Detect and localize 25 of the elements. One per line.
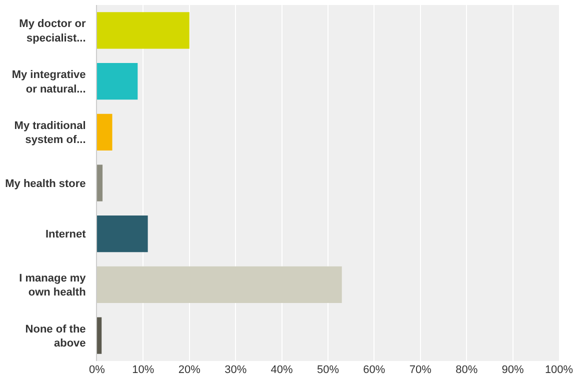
bar [97,114,112,150]
bar [97,62,138,100]
y-tick-label: My health store [5,178,86,190]
x-tick-label: 90% [502,364,524,376]
x-tick-label: 100% [544,364,574,376]
y-tick-label: Internet [45,228,86,241]
y-tick-label: My integrative or natural... [12,68,86,96]
bar [97,266,342,304]
x-tick-label: 50% [316,364,340,376]
bar [97,216,148,252]
x-tick-label: 20% [178,364,201,376]
y-tick-label: I manage my own health [19,272,87,299]
bar [97,164,103,202]
x-tick-label: 40% [270,364,294,376]
y-tick-label: None of the above [25,323,86,350]
bar [97,12,190,49]
x-tick-label: 0% [89,364,106,376]
x-tick-label: 70% [409,364,432,376]
y-tick-label: My traditional system of... [14,120,86,146]
bar [97,317,102,354]
x-tick-label: 80% [456,364,478,376]
x-tick-label: 60% [363,364,386,376]
y-tick-label: My doctor or specialist... [19,18,87,44]
x-tick-label: 10% [132,364,154,376]
x-tick-label: 30% [224,364,247,376]
